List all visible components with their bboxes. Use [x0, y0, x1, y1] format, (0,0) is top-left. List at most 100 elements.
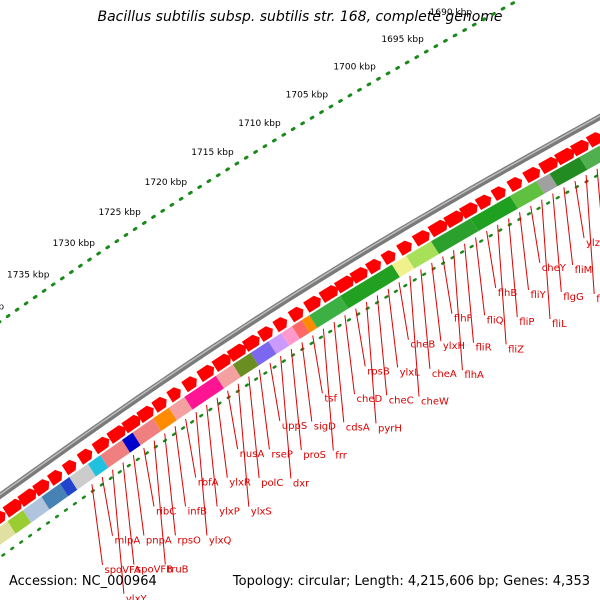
forward-gene-arrow [196, 364, 215, 383]
cog-segment [301, 315, 318, 333]
gene-leader-line [227, 390, 239, 450]
gene-leader-line [530, 205, 541, 263]
gene-leader-line [216, 397, 228, 478]
forward-gene-arrow [554, 147, 575, 166]
forward-gene-arrow [427, 219, 448, 238]
gene-label: pnpA [146, 536, 172, 547]
gene-leader-line [164, 433, 176, 536]
cog-segment [122, 432, 141, 453]
gene-label: fliR [476, 343, 492, 354]
gene-label: cdsA [346, 422, 370, 433]
gene-label: mlpA [115, 536, 141, 547]
gene-label: cheW [421, 397, 449, 408]
cog-segment [7, 510, 31, 534]
gene-leader-line [290, 349, 302, 450]
cog-segment [184, 375, 224, 410]
gene-leader-line [376, 295, 388, 396]
gene-leader-line [486, 231, 497, 289]
gene-label: ylxR [229, 478, 251, 489]
genome-backbone [0, 113, 600, 500]
ruler-tick-label: 1700 kbp [333, 63, 376, 73]
gene-leader-line [431, 262, 442, 342]
cog-band [0, 145, 600, 545]
cog-segment [549, 157, 588, 187]
forward-gene-arrow [458, 202, 478, 219]
gene-leader-line [344, 315, 355, 395]
gene-leader-line [464, 243, 474, 343]
cog-segment [0, 521, 16, 545]
gene-leader-line [132, 455, 145, 536]
gene-leader-line [174, 426, 186, 507]
gene-leader-line [596, 168, 600, 209]
forward-gene-arrow [166, 387, 181, 403]
gene-label: fliZ [508, 344, 524, 355]
ruler-tick-label: 1720 kbp [145, 178, 188, 188]
cog-segment [340, 264, 400, 309]
gene-label: flgD [596, 294, 600, 305]
cog-segment [509, 181, 545, 209]
forward-gene-arrow [211, 353, 231, 372]
cog-segment [579, 145, 600, 170]
cog-segment [153, 407, 177, 431]
forward-gene-arrow [257, 326, 273, 342]
gene-label: flhA [464, 370, 484, 381]
ruler-tick-label: 1725 kbp [98, 208, 141, 218]
cog-segment [87, 455, 109, 477]
gene-label: cheY [542, 263, 567, 274]
gene-label: spoVFB [136, 565, 173, 576]
gene-leader-line [280, 355, 292, 479]
cog-segment [232, 352, 259, 378]
gene-label: tsf [324, 393, 337, 404]
cog-segment [292, 320, 310, 339]
gene-label: fliP [519, 317, 534, 328]
forward-gene-arrow [226, 343, 247, 362]
gene-label: ylxL [400, 367, 421, 378]
forward-strand [0, 132, 600, 525]
forward-gene-arrow [181, 376, 197, 393]
forward-gene-arrow [538, 156, 558, 175]
gene-leader-line [387, 288, 399, 368]
gene-label: cheC [389, 395, 414, 406]
gene-leader-line [195, 411, 208, 536]
gene-label: ylxH [443, 341, 465, 352]
gene-leader-line [258, 369, 270, 450]
forward-gene-arrow [303, 295, 321, 313]
forward-gene-arrow [349, 267, 368, 284]
gene-label: sigD [314, 422, 336, 433]
forward-gene-arrow [287, 306, 304, 323]
gene-label: ylzI [586, 238, 600, 249]
gene-label: pyrH [378, 423, 402, 434]
cog-segment [60, 477, 78, 497]
ruler-tick-label: 1690 kbp [430, 8, 473, 18]
gene-leader-line [420, 269, 431, 369]
forward-gene-arrow [318, 285, 339, 303]
gene-leader-line [563, 187, 574, 265]
gene-label: proS [303, 450, 326, 461]
cog-segment [168, 396, 193, 421]
gene-leader-line [409, 275, 420, 397]
gene-leader-line [312, 335, 323, 394]
cog-segment [536, 173, 558, 194]
gene-label: cheD [357, 394, 383, 405]
gene-leader-line [541, 199, 551, 320]
forward-gene-arrow [333, 275, 354, 294]
gene-leader-line [574, 181, 585, 238]
gene-leader-line [442, 256, 453, 314]
gene-leader-line [585, 174, 595, 295]
gene-leader-line [398, 282, 409, 340]
gene-label: polC [261, 478, 283, 489]
gene-leader-line [248, 376, 260, 479]
forward-gene-arrow [474, 194, 492, 210]
forward-gene-arrow [443, 210, 464, 229]
gene-label: spoVFA [105, 565, 141, 576]
forward-gene-arrow [136, 405, 154, 424]
gene-leader-line [519, 212, 529, 290]
gene-leader-line [552, 193, 562, 292]
cog-segment [281, 326, 300, 346]
forward-gene-arrow [0, 510, 6, 525]
ruler-tick-label: 1710 kbp [238, 119, 281, 129]
forward-gene-arrow [106, 425, 126, 444]
cog-segment [268, 333, 290, 354]
